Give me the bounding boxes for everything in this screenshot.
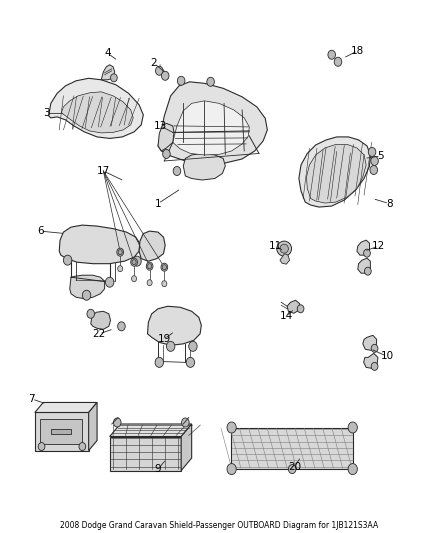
Text: 1: 1 — [155, 199, 161, 208]
Text: 22: 22 — [92, 329, 106, 339]
Polygon shape — [51, 429, 71, 434]
Polygon shape — [363, 335, 377, 350]
Text: 19: 19 — [158, 334, 171, 344]
Polygon shape — [35, 413, 88, 450]
Polygon shape — [110, 424, 192, 437]
Ellipse shape — [371, 344, 378, 352]
Ellipse shape — [146, 262, 153, 270]
Text: 2: 2 — [151, 58, 157, 68]
Ellipse shape — [118, 265, 123, 272]
Polygon shape — [158, 82, 267, 164]
Text: 2008 Dodge Grand Caravan Shield-Passenger OUTBOARD Diagram for 1JB121S3AA: 2008 Dodge Grand Caravan Shield-Passenge… — [60, 521, 378, 530]
Text: 14: 14 — [279, 311, 293, 321]
Polygon shape — [299, 137, 371, 207]
Text: 9: 9 — [155, 464, 161, 474]
Ellipse shape — [162, 265, 166, 270]
Ellipse shape — [370, 165, 378, 174]
Polygon shape — [35, 402, 97, 413]
Text: 4: 4 — [104, 49, 111, 58]
Polygon shape — [139, 231, 165, 261]
Polygon shape — [307, 144, 366, 203]
Text: 3: 3 — [43, 108, 50, 118]
Ellipse shape — [161, 263, 168, 271]
Ellipse shape — [189, 341, 197, 351]
Polygon shape — [91, 311, 110, 329]
Text: 8: 8 — [386, 199, 392, 208]
Ellipse shape — [162, 149, 170, 158]
Polygon shape — [88, 402, 97, 450]
Text: 20: 20 — [288, 462, 301, 472]
Ellipse shape — [227, 464, 236, 474]
Ellipse shape — [155, 66, 163, 75]
Polygon shape — [357, 240, 370, 255]
Ellipse shape — [288, 465, 296, 474]
Polygon shape — [280, 254, 290, 264]
Ellipse shape — [207, 77, 214, 86]
Polygon shape — [158, 123, 174, 151]
Ellipse shape — [161, 71, 169, 80]
Text: 13: 13 — [153, 121, 167, 131]
Ellipse shape — [131, 276, 137, 282]
Ellipse shape — [64, 255, 72, 265]
Ellipse shape — [87, 309, 95, 318]
Ellipse shape — [82, 290, 91, 300]
Ellipse shape — [364, 267, 371, 275]
Ellipse shape — [118, 322, 125, 331]
Polygon shape — [49, 78, 143, 139]
Polygon shape — [173, 101, 249, 155]
Ellipse shape — [348, 422, 357, 433]
Polygon shape — [148, 306, 201, 345]
Ellipse shape — [132, 260, 136, 265]
Polygon shape — [110, 437, 181, 471]
Ellipse shape — [162, 281, 167, 287]
Ellipse shape — [38, 442, 45, 450]
Ellipse shape — [147, 280, 152, 286]
Text: 5: 5 — [378, 151, 384, 161]
Ellipse shape — [113, 418, 121, 427]
Ellipse shape — [117, 248, 124, 256]
Ellipse shape — [334, 57, 342, 66]
Text: 12: 12 — [372, 241, 385, 251]
Ellipse shape — [368, 148, 376, 157]
Ellipse shape — [110, 74, 117, 82]
Ellipse shape — [79, 442, 86, 450]
Ellipse shape — [131, 258, 138, 266]
Text: 10: 10 — [381, 351, 394, 361]
Ellipse shape — [364, 249, 371, 257]
Ellipse shape — [277, 241, 292, 256]
Ellipse shape — [155, 357, 163, 367]
Ellipse shape — [177, 76, 185, 85]
Polygon shape — [287, 300, 300, 313]
Ellipse shape — [166, 341, 175, 351]
Ellipse shape — [182, 418, 189, 427]
Text: 18: 18 — [351, 46, 364, 56]
Polygon shape — [358, 258, 371, 273]
Polygon shape — [61, 92, 133, 133]
Ellipse shape — [297, 305, 304, 313]
Ellipse shape — [227, 422, 236, 433]
Polygon shape — [231, 427, 353, 469]
Polygon shape — [181, 424, 192, 471]
Text: 6: 6 — [37, 226, 44, 236]
Polygon shape — [183, 154, 225, 180]
Ellipse shape — [133, 256, 141, 266]
Text: 11: 11 — [269, 241, 283, 251]
Polygon shape — [40, 419, 82, 444]
Ellipse shape — [328, 50, 336, 59]
Polygon shape — [59, 225, 140, 264]
Ellipse shape — [371, 157, 378, 165]
Ellipse shape — [280, 244, 288, 253]
Ellipse shape — [106, 277, 114, 287]
Text: 7: 7 — [28, 394, 35, 404]
Polygon shape — [101, 65, 115, 80]
Ellipse shape — [148, 264, 152, 269]
Ellipse shape — [118, 249, 122, 255]
Ellipse shape — [348, 464, 357, 474]
Ellipse shape — [371, 362, 378, 370]
Polygon shape — [364, 353, 378, 368]
Polygon shape — [70, 275, 105, 298]
Ellipse shape — [173, 166, 181, 175]
Text: 17: 17 — [97, 166, 110, 176]
Ellipse shape — [186, 357, 194, 367]
